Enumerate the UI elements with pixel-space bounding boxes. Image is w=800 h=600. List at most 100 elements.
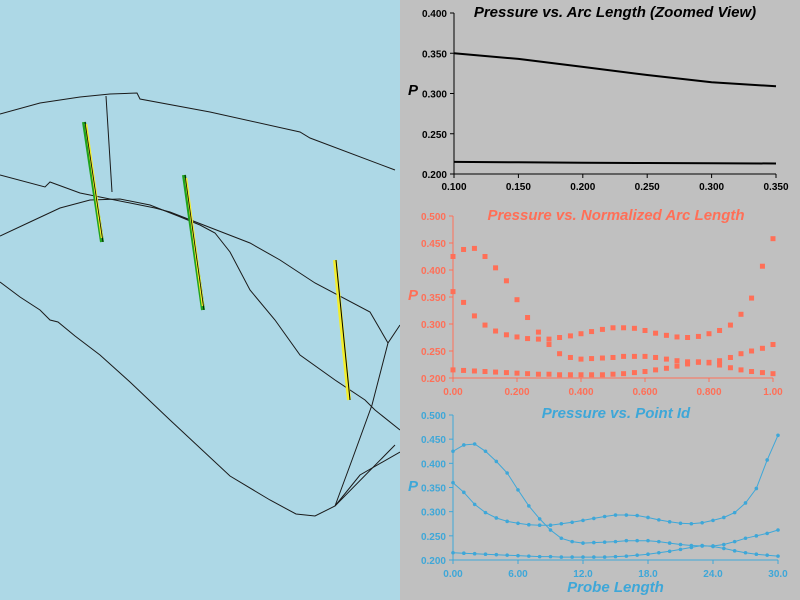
data-point (689, 545, 694, 550)
y-tick-label: 0.200 (421, 374, 446, 385)
y-tick-label: 0.500 (421, 411, 446, 422)
series-2 (453, 160, 777, 165)
probe-line-2-core (184, 174, 205, 311)
data-point (567, 333, 573, 339)
data-point (631, 370, 637, 376)
wire-curve-top (0, 92, 396, 171)
y-tick-label: 0.400 (422, 9, 447, 20)
data-point (462, 551, 466, 556)
data-point (493, 369, 499, 375)
data-point (727, 365, 733, 371)
x-tick-label: 0.100 (441, 182, 466, 193)
data-point (581, 541, 585, 545)
x-tick-label: 24.0 (703, 569, 723, 580)
data-point (559, 536, 564, 541)
series-line (452, 435, 779, 526)
data-point (599, 372, 605, 378)
chart-1: 0.200 0.250 0.300 0.350 0.400 0.100 0.150 0.200… (408, 4, 789, 193)
data-point (738, 351, 744, 357)
data-point (581, 518, 585, 523)
data-point (732, 549, 737, 553)
y-tick-label: 0.300 (421, 508, 446, 519)
series-1 (453, 52, 777, 88)
data-point (461, 246, 467, 252)
data-point (685, 335, 691, 340)
x-tick-label: 0.800 (696, 387, 721, 398)
data-point (589, 372, 595, 378)
data-point (674, 334, 680, 340)
y-tick-label: 0.300 (422, 90, 447, 101)
x-tick-label: 0.400 (568, 387, 593, 398)
data-point (743, 501, 748, 505)
data-point (624, 554, 629, 558)
data-point (525, 336, 531, 342)
x-tick-label: 0.00 (443, 387, 463, 398)
data-point (613, 513, 618, 517)
data-point (461, 299, 467, 305)
data-point (689, 521, 694, 526)
data-point (537, 554, 542, 559)
data-point (635, 553, 639, 557)
series-2 (450, 236, 776, 342)
y-tick-label: 0.250 (422, 130, 447, 141)
data-point (678, 542, 683, 547)
y-tick-label: 0.250 (421, 532, 446, 543)
data-point (525, 315, 531, 321)
data-point (663, 356, 669, 362)
data-point (578, 372, 584, 378)
data-point (621, 371, 627, 377)
data-point (770, 342, 776, 348)
series-3 (451, 543, 780, 559)
data-point (505, 553, 509, 557)
y-tick-label: 0.400 (421, 459, 446, 470)
data-point (472, 442, 477, 446)
wire-curve-lower (0, 281, 396, 517)
probe-line-3-core (335, 259, 351, 401)
data-point (482, 322, 488, 328)
data-point (581, 555, 585, 559)
data-point (700, 520, 704, 525)
chart-title: Pressure vs. Point Id (542, 405, 691, 422)
wire-curve-strut (105, 95, 113, 193)
render-view[interactable] (0, 0, 400, 600)
data-point (759, 263, 765, 269)
data-point (727, 322, 733, 328)
data-point (621, 325, 627, 331)
data-point (646, 515, 650, 520)
data-point (613, 554, 618, 559)
data-point (527, 522, 531, 527)
data-point (570, 555, 574, 559)
probe-lines (82, 121, 351, 401)
data-point (653, 367, 659, 373)
data-point (494, 516, 499, 520)
data-point (754, 534, 759, 538)
data-point (525, 371, 531, 377)
data-point (674, 358, 680, 364)
data-point (516, 553, 520, 558)
data-point (711, 518, 715, 523)
data-point (706, 360, 712, 366)
x-tick-label: 0.150 (506, 182, 531, 193)
x-tick-label: 0.200 (504, 387, 529, 398)
data-point (667, 541, 672, 545)
x-tick-label: 1.00 (763, 387, 783, 398)
data-point (451, 480, 455, 485)
data-point (743, 550, 748, 555)
data-point (635, 513, 639, 518)
data-point (548, 523, 553, 527)
wireframe-scene[interactable] (0, 0, 400, 600)
data-point (642, 327, 648, 333)
data-point (631, 325, 637, 331)
data-point (472, 551, 477, 556)
data-point (678, 521, 683, 526)
data-point (450, 367, 456, 373)
series-line (453, 160, 777, 165)
series-3 (450, 359, 776, 378)
plot-panel: 0.200 0.250 0.300 0.350 0.400 0.100 0.150 0.200… (400, 0, 800, 600)
data-point (450, 289, 456, 295)
data-point (483, 449, 488, 454)
data-point (667, 520, 672, 524)
y-axis-label: P (408, 287, 419, 304)
x-tick-label: 0.00 (443, 569, 463, 580)
wire-curve-arc (0, 198, 400, 431)
